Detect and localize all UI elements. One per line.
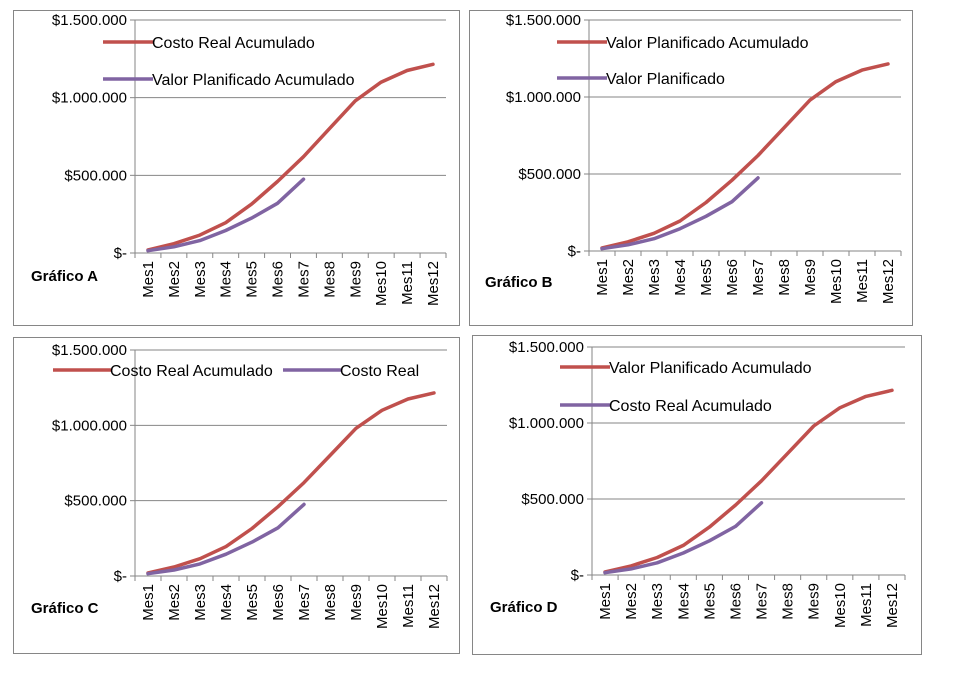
x-tick-label: Mes12: [880, 259, 897, 304]
x-tick-label: Mes6: [724, 259, 741, 296]
chart-border: [472, 335, 922, 655]
x-tick-label: Mes10: [373, 261, 390, 306]
legend-label: Costo Real Acumulado: [152, 35, 315, 52]
x-tick-label: Mes3: [192, 584, 209, 621]
x-tick-label: Mes10: [828, 259, 845, 304]
series-line-purple: [146, 177, 306, 253]
x-tick-label: Mes8: [321, 261, 338, 298]
legend-label: Costo Real Acumulado: [609, 398, 772, 415]
y-tick-label: $500.000: [521, 491, 584, 508]
x-tick-label: Mes1: [140, 584, 157, 621]
x-tick-label: Mes4: [672, 259, 689, 296]
x-tick-label: Mes10: [374, 584, 391, 629]
y-tick-label: $1.500.000: [509, 339, 584, 356]
x-tick-label: Mes7: [296, 584, 313, 621]
legend-label: Costo Real Acumulado: [110, 363, 273, 380]
y-tick-label: $1.000.000: [52, 417, 127, 434]
x-tick-label: Mes11: [400, 584, 417, 628]
y-tick-label: $-: [571, 567, 584, 584]
y-tick-label: $-: [114, 568, 127, 585]
x-tick-label: Mes7: [750, 259, 767, 296]
x-tick-label: Mes2: [166, 584, 183, 621]
x-tick-label: Mes2: [620, 259, 637, 296]
legend-label: Valor Planificado Acumulado: [609, 360, 812, 377]
chart-d-svg: $- $500.000 $1.000.000 $1.500.000 Mes1 Mes2 Me…: [472, 335, 922, 655]
x-tick-label: Mes11: [858, 583, 875, 627]
chart-border: [469, 10, 913, 326]
y-tick-label: $-: [114, 245, 127, 262]
chart-panel-d: $- $500.000 $1.000.000 $1.500.000 Mes1 Mes2 Me…: [472, 335, 922, 655]
x-tick-label: Mes6: [270, 584, 287, 621]
x-tick-label: Mes5: [698, 259, 715, 296]
legend-label: Valor Planificado Acumulado: [152, 72, 355, 89]
legend-label: Valor Planificado: [606, 71, 725, 88]
x-tick-label: Mes4: [218, 261, 235, 298]
chart-c-svg: $- $500.000 $1.000.000 $1.500.000 Mes1 Mes2 Me…: [13, 337, 460, 654]
x-tick-label: Mes7: [295, 261, 312, 298]
x-tick-label: Mes8: [780, 583, 797, 620]
x-tick-label: Mes7: [754, 583, 771, 620]
x-tick-label: Mes6: [727, 583, 744, 620]
legend-label: Valor Planificado Acumulado: [606, 35, 809, 52]
x-tick-label: Mes1: [597, 583, 614, 620]
x-tick-label: Mes9: [348, 584, 365, 621]
x-tick-label: Mes11: [399, 261, 416, 305]
series-line-purple: [146, 502, 306, 576]
x-tick-label: Mes12: [425, 261, 442, 306]
x-tick-label: Mes9: [347, 261, 364, 298]
series-line-purple: [603, 501, 764, 575]
x-tick-label: Mes2: [623, 583, 640, 620]
x-tick-label: Mes12: [426, 584, 443, 629]
chart-title-a: Gráfico A: [31, 268, 98, 285]
series-line-red: [146, 391, 436, 575]
y-tick-label: $500.000: [518, 166, 581, 183]
series-line-red: [600, 62, 890, 250]
x-tick-label: Mes11: [854, 259, 871, 303]
y-tick-label: $1.000.000: [52, 90, 127, 107]
y-tick-label: $500.000: [64, 167, 127, 184]
x-tick-label: Mes5: [244, 261, 261, 298]
x-tick-label: Mes12: [884, 583, 901, 628]
y-tick-label: $1.000.000: [509, 415, 584, 432]
legend-label: Costo Real: [340, 363, 419, 380]
x-tick-label: Mes5: [244, 584, 261, 621]
y-tick-label: $-: [568, 243, 581, 260]
x-tick-label: Mes3: [649, 583, 666, 620]
x-tick-label: Mes3: [192, 261, 209, 298]
series-line-red: [603, 388, 894, 574]
x-tick-label: Mes4: [675, 583, 692, 620]
x-tick-label: Mes9: [806, 583, 823, 620]
chart-border: [13, 337, 460, 654]
x-tick-label: Mes2: [166, 261, 183, 298]
chart-border: [13, 10, 460, 326]
chart-b-svg: $- $500.000 $1.000.000 $1.500.000 Mes1 Mes2 Me…: [469, 10, 913, 326]
x-tick-label: Mes8: [322, 584, 339, 621]
chart-title-c: Gráfico C: [31, 600, 99, 617]
y-tick-label: $1.500.000: [52, 12, 127, 29]
x-tick-label: Mes1: [140, 261, 157, 298]
x-tick-label: Mes8: [776, 259, 793, 296]
series-line-purple: [600, 176, 760, 251]
y-tick-label: $1.500.000: [506, 12, 581, 29]
x-tick-label: Mes1: [594, 259, 611, 296]
chart-panel-a: $- $500.000 $1.000.000 $1.500.000 Mes1 Mes2 Me…: [13, 10, 460, 326]
series-line-red: [146, 62, 435, 252]
x-tick-label: Mes6: [270, 261, 287, 298]
x-tick-label: Mes5: [701, 583, 718, 620]
chart-panel-c: $- $500.000 $1.000.000 $1.500.000 Mes1 Mes2 Me…: [13, 337, 460, 654]
x-tick-label: Mes10: [832, 583, 849, 628]
chart-title-d: Gráfico D: [490, 599, 558, 616]
chart-title-b: Gráfico B: [485, 274, 553, 291]
x-tick-label: Mes4: [218, 584, 235, 621]
y-tick-label: $1.500.000: [52, 342, 127, 359]
x-tick-label: Mes9: [802, 259, 819, 296]
y-tick-label: $500.000: [64, 493, 127, 510]
chart-a-svg: $- $500.000 $1.000.000 $1.500.000 Mes1 Mes2 Me…: [13, 10, 460, 326]
x-tick-label: Mes3: [646, 259, 663, 296]
chart-panel-b: $- $500.000 $1.000.000 $1.500.000 Mes1 Mes2 Me…: [469, 10, 913, 326]
y-tick-label: $1.000.000: [506, 89, 581, 106]
